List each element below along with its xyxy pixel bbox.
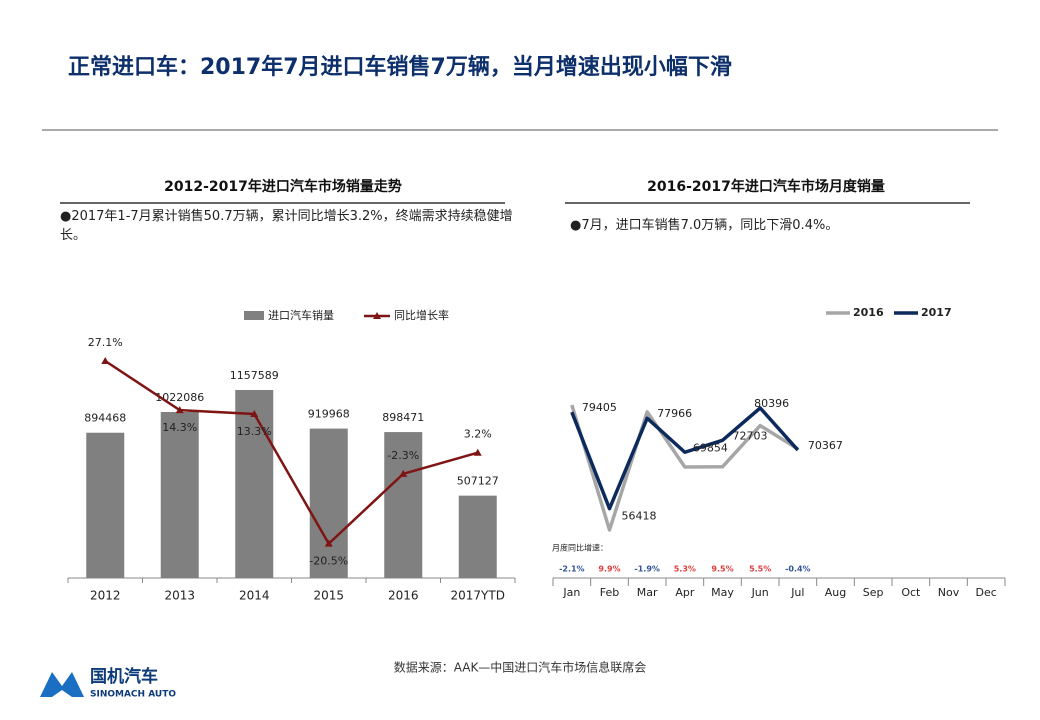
x-tick-label: 2016 [388, 589, 419, 603]
logo-icon [40, 672, 84, 697]
x-tick-label: 2013 [164, 589, 195, 603]
growth-value: -2.1% [559, 565, 585, 574]
legend-label: 2016 [853, 306, 884, 319]
growth-value: 5.5% [749, 565, 771, 574]
x-tick-label: Sep [863, 586, 884, 599]
source: 数据来源：AAK—中国进口汽车市场信息联席会 [394, 660, 647, 675]
growth-marker [399, 469, 408, 477]
x-tick-label: Jun [751, 586, 769, 599]
x-tick-label: 2015 [313, 589, 344, 603]
line-label: -20.5% [309, 555, 348, 568]
bar [86, 432, 125, 578]
growth-marker [473, 448, 482, 456]
bar-label: 507127 [457, 475, 499, 488]
legend-swatch [244, 311, 264, 320]
chart-note: ●7月，进口车销售7.0万辆，同比下滑0.4%。 [570, 218, 839, 233]
legend-label: 同比增长率 [394, 308, 449, 322]
series-line [570, 406, 800, 511]
chart-note: ●2017年1-7月累计销售50.7万辆，累计同比增长3.2%，终端需求持续稳健… [60, 209, 513, 243]
growth-marker [324, 539, 333, 547]
logo-name: 国机汽车 [90, 666, 158, 687]
bar [309, 428, 348, 578]
growth-value: -0.4% [785, 565, 811, 574]
data-label: 70367 [808, 439, 843, 452]
data-label: 79405 [582, 401, 617, 414]
line-label: 14.3% [162, 421, 197, 434]
legend-label: 进口汽车销量 [268, 308, 334, 322]
data-label: 80396 [754, 397, 789, 410]
series-line [570, 404, 799, 532]
growth-value: 9.9% [598, 565, 620, 574]
x-tick-label: Nov [938, 586, 960, 599]
growth-value: 5.3% [674, 565, 696, 574]
x-tick-label: Apr [675, 586, 695, 599]
x-tick-label: Feb [600, 586, 619, 599]
x-tick-label: Dec [976, 586, 997, 599]
growth-value: -1.9% [634, 565, 660, 574]
x-tick-label: 2017YTD [451, 589, 505, 603]
bar [384, 432, 423, 578]
data-label: 72703 [733, 429, 768, 442]
growth-marker [101, 357, 110, 364]
data-label: 77966 [657, 407, 692, 420]
chart-title: 2016-2017年进口汽车市场月度销量 [647, 178, 885, 195]
growth-value: 9.5% [711, 565, 733, 574]
growth-line [104, 359, 479, 546]
line-label: 3.2% [464, 428, 492, 441]
bar-label: 898471 [382, 411, 424, 424]
x-tick-label: Jul [790, 586, 804, 599]
line-label: -2.3% [387, 449, 419, 462]
chart-title: 2012-2017年进口汽车市场销量走势 [164, 178, 402, 195]
legend-label: 2017 [921, 306, 952, 319]
x-tick-label: Aug [825, 586, 846, 599]
data-label: 56418 [622, 510, 657, 523]
x-tick-label: 2012 [90, 589, 121, 603]
bar [458, 495, 497, 578]
x-tick-label: May [711, 586, 734, 599]
x-tick-label: Mar [637, 586, 658, 599]
data-label: 69854 [693, 441, 728, 454]
bar-label: 1157589 [230, 369, 279, 382]
x-tick-label: Jan [562, 586, 580, 599]
legend-marker [373, 312, 381, 319]
line-label: 13.3% [237, 425, 272, 438]
bar-label: 894468 [84, 412, 126, 425]
growth-marker [250, 409, 259, 417]
bar-label: 919968 [308, 408, 350, 421]
x-tick-label: 2014 [239, 589, 270, 603]
logo-subtitle: SINOMACH AUTO [90, 690, 176, 700]
line-label: 27.1% [88, 336, 123, 349]
growth-label: 月度同比增速： [552, 543, 608, 553]
x-tick-label: Oct [901, 586, 921, 599]
bar [235, 390, 274, 578]
bar [160, 412, 199, 578]
page-title: 正常进口车：2017年7月进口车销售7万辆，当月增速出现小幅下滑 [68, 54, 732, 80]
growth-marker [175, 406, 184, 414]
logo: 国机汽车 SINOMACH AUTO [40, 666, 176, 700]
